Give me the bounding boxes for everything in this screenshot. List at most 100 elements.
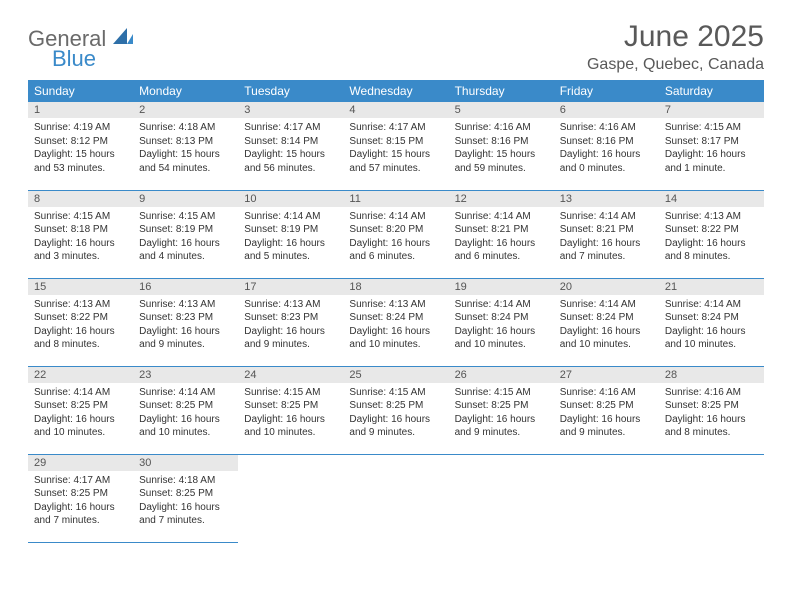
day-number: 4 xyxy=(343,102,448,118)
day-cell: 3Sunrise: 4:17 AMSunset: 8:14 PMDaylight… xyxy=(238,102,343,190)
day-number: 25 xyxy=(343,367,448,383)
day-details: Sunrise: 4:16 AMSunset: 8:25 PMDaylight:… xyxy=(554,383,659,446)
day-cell: 25Sunrise: 4:15 AMSunset: 8:25 PMDayligh… xyxy=(343,366,448,454)
sunset-text: Sunset: 8:19 PM xyxy=(139,223,232,237)
day-number: 7 xyxy=(659,102,764,118)
sunrise-text: Sunrise: 4:15 AM xyxy=(139,210,232,224)
daylight-text: Daylight: 16 hours and 1 minute. xyxy=(665,148,758,175)
day-cell: 18Sunrise: 4:13 AMSunset: 8:24 PMDayligh… xyxy=(343,278,448,366)
header-row: General Blue June 2025 Gaspe, Quebec, Ca… xyxy=(28,20,764,74)
day-details: Sunrise: 4:15 AMSunset: 8:17 PMDaylight:… xyxy=(659,118,764,181)
sunrise-text: Sunrise: 4:15 AM xyxy=(665,121,758,135)
day-cell xyxy=(449,454,554,542)
day-number: 20 xyxy=(554,279,659,295)
sunset-text: Sunset: 8:25 PM xyxy=(139,399,232,413)
day-number: 30 xyxy=(133,455,238,471)
day-details: Sunrise: 4:14 AMSunset: 8:20 PMDaylight:… xyxy=(343,207,448,270)
daylight-text: Daylight: 16 hours and 10 minutes. xyxy=(139,413,232,440)
day-details: Sunrise: 4:14 AMSunset: 8:25 PMDaylight:… xyxy=(133,383,238,446)
day-number: 26 xyxy=(449,367,554,383)
sunset-text: Sunset: 8:24 PM xyxy=(349,311,442,325)
daylight-text: Daylight: 16 hours and 10 minutes. xyxy=(349,325,442,352)
daylight-text: Daylight: 15 hours and 57 minutes. xyxy=(349,148,442,175)
day-details: Sunrise: 4:17 AMSunset: 8:14 PMDaylight:… xyxy=(238,118,343,181)
sunrise-text: Sunrise: 4:15 AM xyxy=(34,210,127,224)
day-cell: 29Sunrise: 4:17 AMSunset: 8:25 PMDayligh… xyxy=(28,454,133,542)
day-number: 2 xyxy=(133,102,238,118)
month-title: June 2025 xyxy=(587,20,764,54)
day-number: 27 xyxy=(554,367,659,383)
daylight-text: Daylight: 15 hours and 56 minutes. xyxy=(244,148,337,175)
sunrise-text: Sunrise: 4:14 AM xyxy=(139,386,232,400)
day-details: Sunrise: 4:13 AMSunset: 8:23 PMDaylight:… xyxy=(238,295,343,358)
day-cell: 9Sunrise: 4:15 AMSunset: 8:19 PMDaylight… xyxy=(133,190,238,278)
sail-icon xyxy=(113,28,133,51)
sunrise-text: Sunrise: 4:17 AM xyxy=(244,121,337,135)
day-details: Sunrise: 4:14 AMSunset: 8:24 PMDaylight:… xyxy=(659,295,764,358)
calendar-week-row: 15Sunrise: 4:13 AMSunset: 8:22 PMDayligh… xyxy=(28,278,764,366)
weekday-header: Saturday xyxy=(659,80,764,102)
sunrise-text: Sunrise: 4:13 AM xyxy=(349,298,442,312)
sunrise-text: Sunrise: 4:13 AM xyxy=(34,298,127,312)
sunrise-text: Sunrise: 4:17 AM xyxy=(349,121,442,135)
day-number: 10 xyxy=(238,191,343,207)
day-cell: 13Sunrise: 4:14 AMSunset: 8:21 PMDayligh… xyxy=(554,190,659,278)
sunrise-text: Sunrise: 4:19 AM xyxy=(34,121,127,135)
sunset-text: Sunset: 8:13 PM xyxy=(139,135,232,149)
daylight-text: Daylight: 16 hours and 9 minutes. xyxy=(560,413,653,440)
day-cell: 23Sunrise: 4:14 AMSunset: 8:25 PMDayligh… xyxy=(133,366,238,454)
sunrise-text: Sunrise: 4:16 AM xyxy=(455,121,548,135)
sunset-text: Sunset: 8:25 PM xyxy=(560,399,653,413)
day-number: 13 xyxy=(554,191,659,207)
daylight-text: Daylight: 16 hours and 8 minutes. xyxy=(665,237,758,264)
calendar-week-row: 1Sunrise: 4:19 AMSunset: 8:12 PMDaylight… xyxy=(28,102,764,190)
weekday-header-row: Sunday Monday Tuesday Wednesday Thursday… xyxy=(28,80,764,102)
daylight-text: Daylight: 16 hours and 10 minutes. xyxy=(665,325,758,352)
sunset-text: Sunset: 8:21 PM xyxy=(560,223,653,237)
day-number: 29 xyxy=(28,455,133,471)
day-details: Sunrise: 4:18 AMSunset: 8:13 PMDaylight:… xyxy=(133,118,238,181)
day-cell: 27Sunrise: 4:16 AMSunset: 8:25 PMDayligh… xyxy=(554,366,659,454)
day-details: Sunrise: 4:13 AMSunset: 8:24 PMDaylight:… xyxy=(343,295,448,358)
day-cell: 16Sunrise: 4:13 AMSunset: 8:23 PMDayligh… xyxy=(133,278,238,366)
sunset-text: Sunset: 8:23 PM xyxy=(244,311,337,325)
day-number: 3 xyxy=(238,102,343,118)
daylight-text: Daylight: 16 hours and 10 minutes. xyxy=(560,325,653,352)
day-details: Sunrise: 4:15 AMSunset: 8:25 PMDaylight:… xyxy=(343,383,448,446)
daylight-text: Daylight: 15 hours and 53 minutes. xyxy=(34,148,127,175)
day-number: 18 xyxy=(343,279,448,295)
day-cell: 1Sunrise: 4:19 AMSunset: 8:12 PMDaylight… xyxy=(28,102,133,190)
sunset-text: Sunset: 8:24 PM xyxy=(560,311,653,325)
sunrise-text: Sunrise: 4:14 AM xyxy=(455,210,548,224)
calendar-week-row: 22Sunrise: 4:14 AMSunset: 8:25 PMDayligh… xyxy=(28,366,764,454)
sunrise-text: Sunrise: 4:16 AM xyxy=(665,386,758,400)
daylight-text: Daylight: 16 hours and 9 minutes. xyxy=(455,413,548,440)
day-number: 19 xyxy=(449,279,554,295)
day-cell xyxy=(343,454,448,542)
sunset-text: Sunset: 8:22 PM xyxy=(665,223,758,237)
day-cell: 15Sunrise: 4:13 AMSunset: 8:22 PMDayligh… xyxy=(28,278,133,366)
day-number: 11 xyxy=(343,191,448,207)
daylight-text: Daylight: 15 hours and 59 minutes. xyxy=(455,148,548,175)
sunrise-text: Sunrise: 4:14 AM xyxy=(34,386,127,400)
brand-logo: General Blue xyxy=(28,26,133,72)
sunrise-text: Sunrise: 4:14 AM xyxy=(244,210,337,224)
day-details: Sunrise: 4:14 AMSunset: 8:24 PMDaylight:… xyxy=(449,295,554,358)
sunset-text: Sunset: 8:17 PM xyxy=(665,135,758,149)
day-number: 6 xyxy=(554,102,659,118)
day-cell: 22Sunrise: 4:14 AMSunset: 8:25 PMDayligh… xyxy=(28,366,133,454)
sunrise-text: Sunrise: 4:14 AM xyxy=(560,298,653,312)
sunset-text: Sunset: 8:25 PM xyxy=(34,487,127,501)
day-number: 1 xyxy=(28,102,133,118)
daylight-text: Daylight: 16 hours and 0 minutes. xyxy=(560,148,653,175)
sunrise-text: Sunrise: 4:18 AM xyxy=(139,474,232,488)
weekday-header: Tuesday xyxy=(238,80,343,102)
day-details: Sunrise: 4:14 AMSunset: 8:25 PMDaylight:… xyxy=(28,383,133,446)
day-details: Sunrise: 4:16 AMSunset: 8:16 PMDaylight:… xyxy=(554,118,659,181)
sunset-text: Sunset: 8:25 PM xyxy=(349,399,442,413)
daylight-text: Daylight: 16 hours and 6 minutes. xyxy=(349,237,442,264)
day-details: Sunrise: 4:16 AMSunset: 8:25 PMDaylight:… xyxy=(659,383,764,446)
day-cell: 12Sunrise: 4:14 AMSunset: 8:21 PMDayligh… xyxy=(449,190,554,278)
day-details: Sunrise: 4:17 AMSunset: 8:25 PMDaylight:… xyxy=(28,471,133,534)
daylight-text: Daylight: 16 hours and 8 minutes. xyxy=(34,325,127,352)
